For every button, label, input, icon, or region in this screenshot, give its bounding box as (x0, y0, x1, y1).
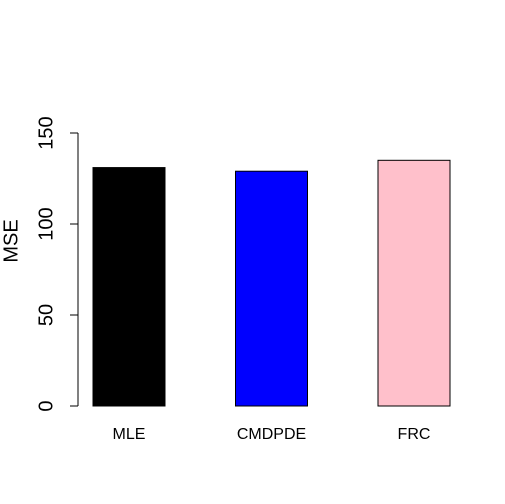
bar (235, 170, 308, 407)
y-tick-label: 50 (35, 304, 57, 326)
y-tick-label: 0 (35, 400, 57, 411)
bar (92, 167, 166, 407)
y-tick-label: 100 (35, 207, 57, 240)
y-tick-label: 150 (35, 116, 57, 149)
bar (377, 159, 451, 407)
x-tick-label: MLE (113, 426, 146, 443)
y-axis-label: MSE (0, 219, 22, 262)
x-tick-label: FRC (398, 426, 431, 443)
x-tick-label: CMDPDE (237, 426, 306, 443)
